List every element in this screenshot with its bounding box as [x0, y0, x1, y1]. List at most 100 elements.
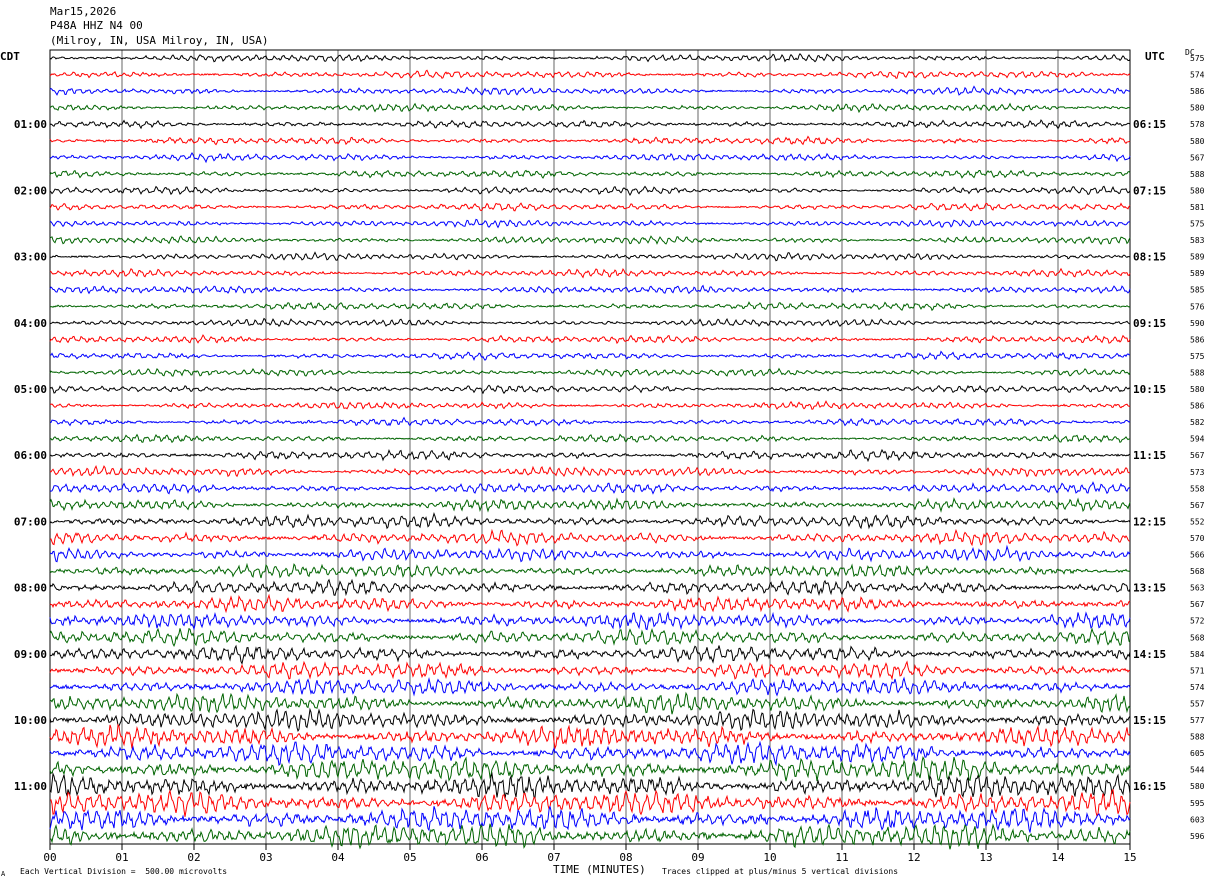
- left-hour-label: 07:00: [14, 515, 47, 528]
- seismic-trace: [49, 691, 1131, 715]
- seismic-trace: [49, 185, 1131, 197]
- trace-dc-offset: 596: [1190, 832, 1205, 841]
- trace-dc-offset: 558: [1190, 484, 1205, 493]
- seismic-trace: [49, 755, 1131, 783]
- trace-dc-offset: 567: [1190, 600, 1205, 609]
- x-tick-label: 15: [1123, 851, 1136, 864]
- seismic-trace: [49, 384, 1131, 395]
- trace-dc-offset: 578: [1190, 120, 1205, 129]
- seismic-trace: [49, 771, 1131, 799]
- left-hour-label: 09:00: [14, 648, 47, 661]
- trace-dc-offset: 580: [1190, 385, 1205, 394]
- trace-dc-offset: 586: [1190, 87, 1205, 96]
- seismic-trace: [49, 448, 1131, 463]
- right-hour-label: 06:15: [1133, 118, 1166, 131]
- trace-dc-offset: 572: [1190, 617, 1205, 626]
- left-hour-label: 03:00: [14, 251, 47, 264]
- seismic-trace: [49, 218, 1131, 229]
- trace-dc-offset: 583: [1190, 236, 1205, 245]
- seismic-trace: [49, 267, 1131, 279]
- right-hour-label: 08:15: [1133, 251, 1166, 264]
- clip-note: Traces clipped at plus/minus 5 vertical …: [662, 867, 899, 876]
- trace-dc-offset: 582: [1190, 418, 1205, 427]
- x-tick-label: 04: [331, 851, 345, 864]
- x-tick-label: 08: [619, 851, 632, 864]
- trace-dc-offset: 589: [1190, 253, 1205, 262]
- plot-frame: [49, 49, 1131, 845]
- seismic-trace: [49, 644, 1131, 665]
- seismic-trace: [49, 627, 1131, 647]
- right-hour-label: 09:15: [1133, 317, 1166, 330]
- corner-mark: A: [1, 870, 6, 878]
- trace-dc-offset: 580: [1190, 137, 1205, 146]
- left-hour-label: 02:00: [14, 184, 47, 197]
- seismic-trace: [49, 416, 1131, 427]
- seismic-trace: [50, 788, 1131, 818]
- left-timezone-label: CDT: [0, 50, 20, 63]
- scale-note: Each Vertical Division = 500.00 microvol…: [20, 867, 228, 876]
- right-hour-label: 11:15: [1133, 449, 1166, 462]
- seismic-trace: [49, 119, 1131, 130]
- left-hour-label: 01:00: [14, 118, 47, 131]
- x-tick-label: 06: [475, 851, 488, 864]
- plot-date: Mar15,2026: [50, 5, 117, 18]
- x-tick-label: 00: [43, 851, 56, 864]
- trace-dc-offset: 581: [1190, 203, 1205, 212]
- x-tick-label: 14: [1051, 851, 1065, 864]
- seismic-trace: [49, 102, 1131, 114]
- seismic-trace: [49, 169, 1131, 179]
- seismic-trace: [49, 660, 1131, 681]
- trace-dc-offset: 590: [1190, 319, 1205, 328]
- trace-dc-offset: 571: [1190, 666, 1205, 675]
- seismic-trace: [49, 593, 1131, 614]
- seismic-trace: [49, 301, 1131, 312]
- trace-dc-offset: 567: [1190, 501, 1205, 510]
- x-tick-label: 11: [835, 851, 848, 864]
- trace-dc-offset: 580: [1190, 186, 1205, 195]
- seismic-trace: [49, 676, 1131, 697]
- seismic-trace: [49, 497, 1131, 513]
- seismic-trace: [49, 578, 1131, 597]
- seismic-trace: [49, 528, 1131, 547]
- seismic-trace: [49, 317, 1131, 328]
- trace-dc-offset: 575: [1190, 54, 1205, 63]
- seismic-trace: [49, 400, 1131, 410]
- trace-dc-offset: 557: [1190, 699, 1205, 708]
- seismic-trace: [49, 235, 1131, 246]
- dc-header-label: DC: [1185, 48, 1195, 57]
- seismic-trace: [50, 350, 1131, 362]
- trace-dc-offset: 574: [1190, 71, 1205, 80]
- right-timezone-label: UTC: [1145, 50, 1165, 63]
- seismic-trace: [49, 85, 1131, 96]
- seismic-trace: [49, 511, 1131, 530]
- station-location: (Milroy, IN, USA Milroy, IN, USA): [50, 34, 269, 47]
- x-tick-label: 05: [403, 851, 416, 864]
- seismic-trace: [49, 152, 1131, 164]
- seismic-trace: [50, 823, 1131, 850]
- trace-dc-offset: 588: [1190, 170, 1205, 179]
- left-hour-label: 06:00: [14, 449, 47, 462]
- trace-dc-offset: 574: [1190, 683, 1205, 692]
- trace-dc-offset: 580: [1190, 782, 1205, 791]
- trace-dc-offset: 586: [1190, 402, 1205, 411]
- trace-dc-offset: 575: [1190, 352, 1205, 361]
- seismic-trace: [50, 251, 1131, 262]
- trace-dc-offset: 568: [1190, 633, 1205, 642]
- left-hour-label: 08:00: [14, 582, 47, 595]
- trace-dc-offset: 594: [1190, 435, 1205, 444]
- x-tick-label: 10: [763, 851, 776, 864]
- left-hour-label: 10:00: [14, 714, 47, 727]
- trace-dc-offset: 605: [1190, 749, 1205, 758]
- trace-dc-offset: 588: [1190, 368, 1205, 377]
- trace-dc-offset: 573: [1190, 468, 1205, 477]
- right-hour-label: 15:15: [1133, 714, 1166, 727]
- trace-dc-offset: 570: [1190, 534, 1205, 543]
- trace-dc-offset: 586: [1190, 335, 1205, 344]
- x-tick-label: 13: [979, 851, 992, 864]
- seismic-trace: [49, 611, 1131, 631]
- trace-dc-offset: 568: [1190, 567, 1205, 576]
- seismic-trace: [49, 69, 1131, 79]
- seismic-trace: [49, 806, 1131, 833]
- seismic-trace: [49, 284, 1131, 295]
- right-hour-label: 16:15: [1133, 780, 1166, 793]
